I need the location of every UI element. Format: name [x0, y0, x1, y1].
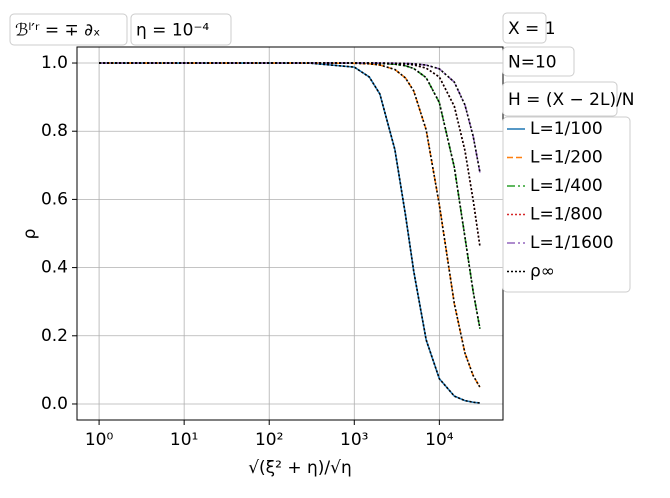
- y-axis-label: ρ: [20, 229, 40, 240]
- legend-label: L=1/100: [530, 119, 603, 139]
- y-tick-label: 1.0: [41, 53, 68, 73]
- annotation-box: [130, 13, 232, 46]
- legend-label: L=1/200: [530, 148, 603, 168]
- y-tick-label: 0.0: [41, 394, 68, 414]
- x-axis-label: √(ξ² + η)/√η: [248, 458, 352, 478]
- y-tick-label: 0.8: [41, 121, 68, 141]
- y-tick-label: 0.2: [41, 326, 68, 346]
- annotation: X = 1: [508, 19, 556, 39]
- x-tick-label: 10¹: [170, 430, 198, 450]
- annotation: η = 10⁻⁴: [136, 21, 209, 41]
- series-line: [99, 62, 481, 247]
- series-line: [99, 62, 481, 329]
- limit-line: [99, 62, 481, 388]
- annotation: ℬˡ′ʳ = ∓ ∂ₓ: [15, 21, 100, 41]
- annotation-box: [502, 46, 575, 77]
- legend-label: L=1/400: [530, 176, 603, 196]
- legend-label: ρ∞: [530, 262, 555, 282]
- limit-line: [99, 62, 481, 404]
- legend-box: [502, 116, 631, 293]
- annotation-box: [502, 12, 547, 44]
- y-tick-label: 0.4: [41, 258, 68, 278]
- series-line: [99, 62, 481, 388]
- series-line: [99, 62, 481, 404]
- x-tick-label: 10⁴: [425, 430, 454, 450]
- x-tick-label: 10⁰: [85, 430, 114, 450]
- annotation-box: [9, 13, 128, 46]
- legend-label: L=1/1600: [530, 233, 614, 253]
- limit-line: [99, 62, 481, 329]
- annotation-box: [502, 81, 618, 117]
- y-tick-label: 0.6: [41, 189, 68, 209]
- annotation: H = (X − 2L)/N: [508, 90, 635, 110]
- x-tick-label: 10³: [340, 430, 368, 450]
- limit-line: [99, 62, 481, 173]
- x-tick-label: 10²: [255, 430, 283, 450]
- limit-line: [99, 62, 481, 247]
- legend-label: L=1/800: [530, 205, 603, 225]
- annotation: N=10: [508, 53, 557, 73]
